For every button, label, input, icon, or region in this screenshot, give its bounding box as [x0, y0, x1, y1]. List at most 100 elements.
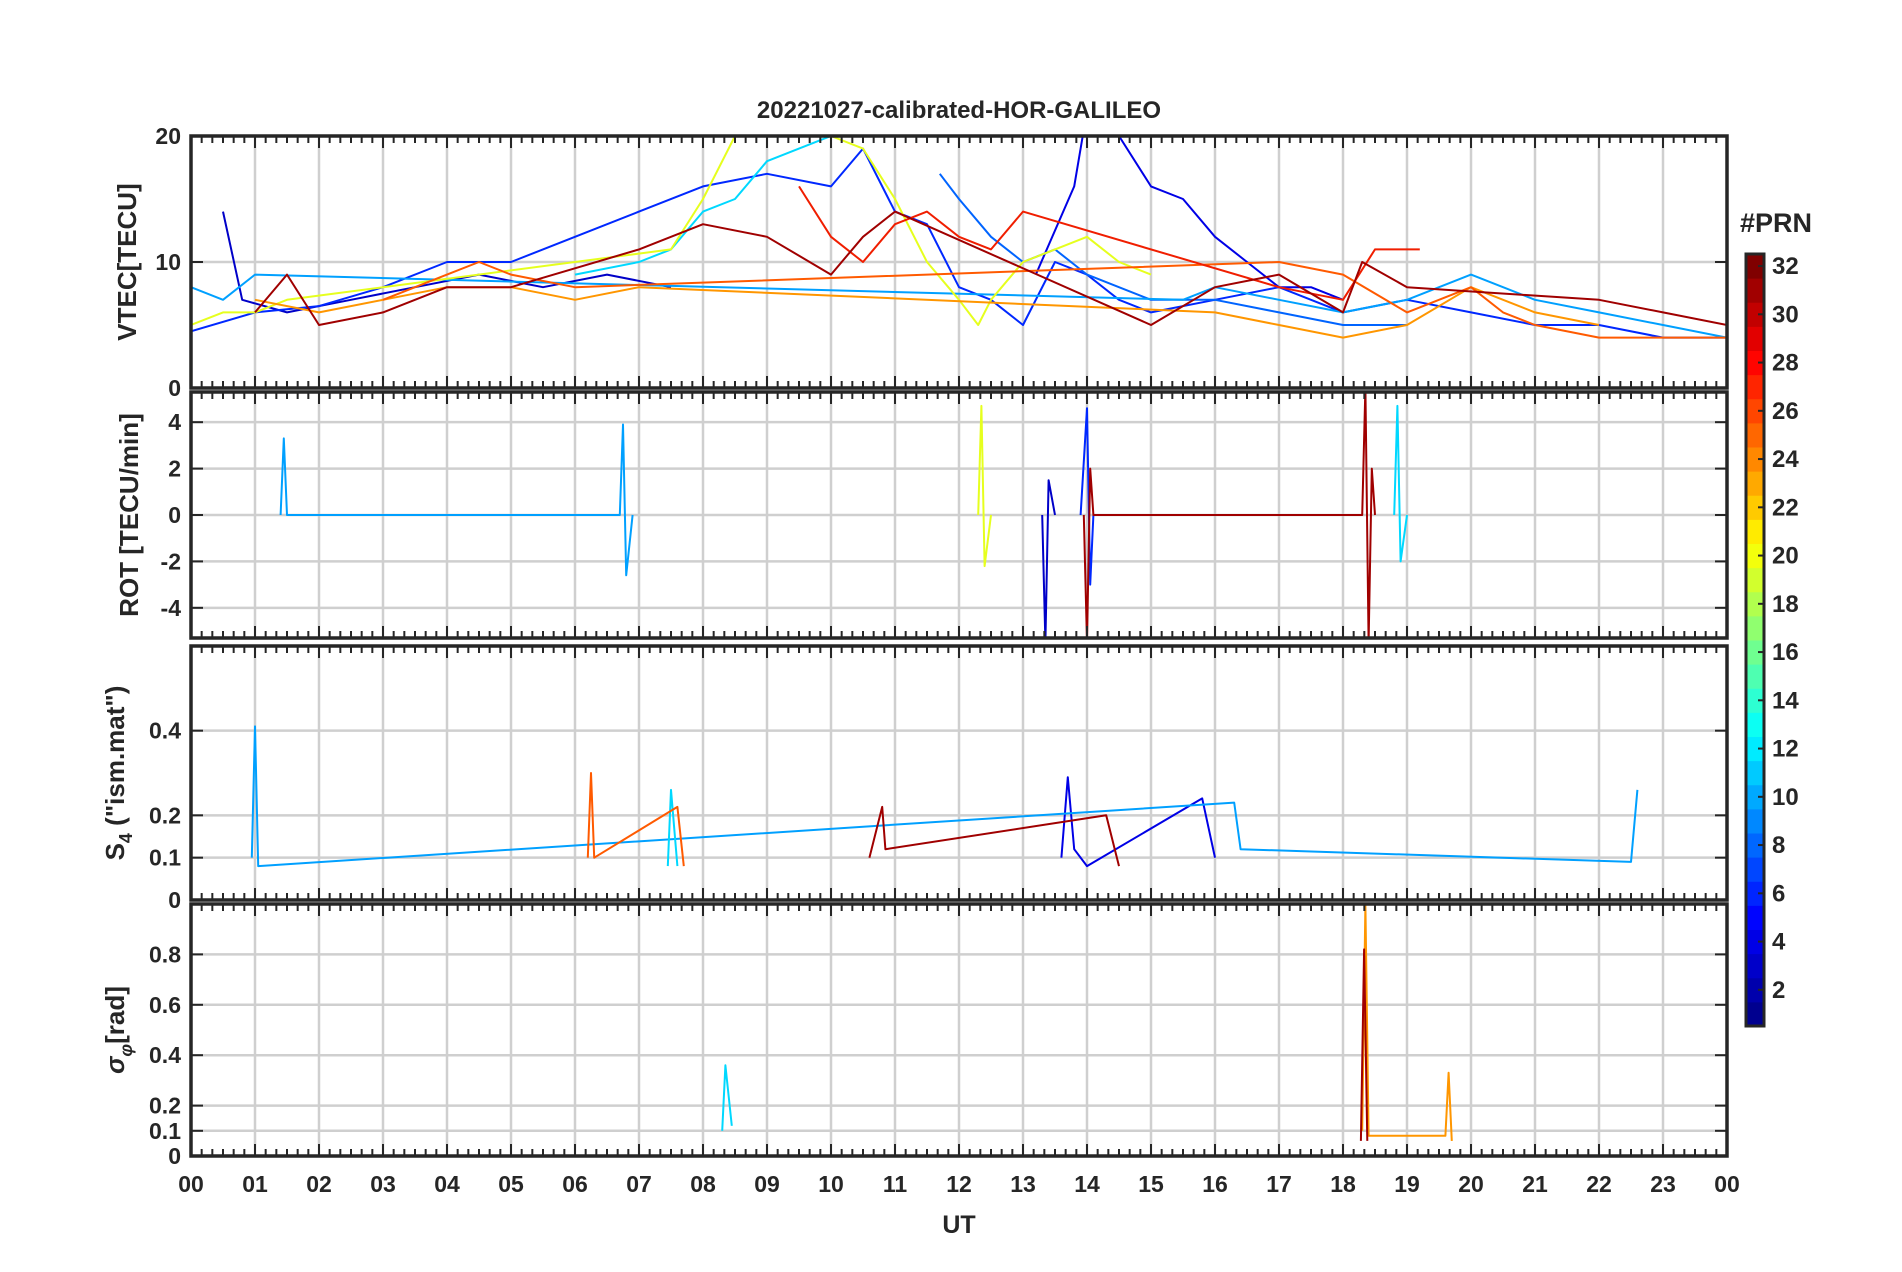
x-tick-label: 08 — [690, 1171, 716, 1197]
series-line-prn-31 — [1082, 392, 1376, 638]
x-axis-label: UT — [942, 1211, 975, 1239]
x-tick-label: 04 — [434, 1171, 460, 1197]
colorbar-swatch — [1746, 905, 1764, 930]
x-tick-label: 00 — [178, 1171, 204, 1197]
colorbar-swatch — [1746, 640, 1764, 665]
x-tick-label: 17 — [1266, 1171, 1292, 1197]
x-tick-label: 02 — [306, 1171, 332, 1197]
colorbar-swatch — [1746, 422, 1764, 448]
y-tick-label: 0 — [168, 502, 181, 528]
y-tick-label: 10 — [155, 249, 181, 275]
x-tick-label: 01 — [242, 1171, 268, 1197]
colorbar-swatch — [1746, 591, 1764, 617]
series-line-prn-31 — [868, 805, 1120, 867]
y-tick-label: 0 — [168, 375, 181, 401]
y-tick-label: 0.1 — [149, 845, 181, 871]
x-tick-label: 22 — [1586, 1171, 1612, 1197]
series-line-prn-20 — [191, 136, 1152, 326]
y-tick-label: 0 — [168, 887, 181, 913]
colorbar-swatch — [1746, 398, 1764, 424]
y-tick-label: 0.2 — [149, 1093, 181, 1119]
colorbar-swatch — [1746, 495, 1764, 520]
x-tick-label: 14 — [1074, 1171, 1100, 1197]
y-tick-label: 20 — [155, 123, 181, 149]
y-axis-label-sub: 4 — [116, 833, 136, 843]
x-tick-label: 23 — [1650, 1171, 1676, 1197]
x-tick-label: 11 — [883, 1171, 908, 1197]
series-line-prn-8 — [939, 173, 1407, 326]
y-tick-label: 0.8 — [149, 941, 181, 967]
y-tick-label: 0 — [168, 1143, 181, 1169]
colorbar-swatch — [1746, 543, 1764, 569]
series-line-prn-27 — [798, 185, 1420, 301]
y-tick-label: 0.4 — [149, 1042, 181, 1068]
x-tick-label: 12 — [946, 1171, 972, 1197]
colorbar-swatch — [1746, 350, 1764, 376]
series-line-prn-31 — [254, 210, 1727, 326]
y-axis-label-sub: φ — [116, 1044, 136, 1057]
x-tick-label: 09 — [754, 1171, 780, 1197]
colorbar-tick-label: 28 — [1772, 350, 1799, 377]
colorbar-tick-label: 8 — [1772, 832, 1785, 859]
colorbar-tick-label: 24 — [1772, 446, 1799, 473]
colorbar-swatch — [1746, 833, 1764, 858]
y-tick-label: 0.2 — [149, 802, 181, 828]
colorbar-swatch — [1746, 784, 1764, 810]
series-line-prn-25 — [382, 261, 1727, 339]
colorbar-tick-label: 10 — [1772, 784, 1799, 811]
x-tick-label: 16 — [1202, 1171, 1228, 1197]
series-group — [191, 136, 1727, 339]
y-axis-label: σφ[rad] — [100, 986, 136, 1074]
panel-ROT: -4 -2 0 2 4 ROT [TECU/min] — [114, 390, 1729, 640]
colorbar-swatch — [1746, 712, 1764, 737]
colorbar-swatch — [1746, 760, 1764, 786]
x-tick-label: 05 — [498, 1171, 524, 1197]
series-line-prn-23 — [254, 286, 1600, 339]
colorbar-swatch — [1746, 736, 1764, 762]
series-line-prn-10 — [250, 725, 1639, 868]
colorbar-swatch — [1746, 929, 1764, 955]
y-tick-label: -2 — [161, 548, 181, 574]
y-axis-label-rest: ("ism.mat") — [100, 686, 130, 833]
y-axis-label-main: σ — [100, 1055, 130, 1074]
colorbar-tick-label: 16 — [1772, 639, 1799, 666]
y-tick-label: 0.1 — [149, 1118, 181, 1144]
series-line-prn-31 — [1359, 948, 1369, 1141]
colorbar-swatch — [1746, 857, 1764, 882]
series-line-prn-3 — [1060, 776, 1216, 868]
colorbar-swatch — [1746, 977, 1764, 1003]
series-line-prn-5 — [1079, 407, 1095, 586]
colorbar-frame — [1744, 252, 1766, 1028]
colorbar-swatch — [1746, 326, 1764, 351]
series-line-prn-23 — [1361, 904, 1453, 1141]
x-tick-label: 00 — [1714, 1171, 1740, 1197]
colorbar-swatch — [1746, 664, 1764, 689]
y-tick-label: 0.6 — [149, 992, 181, 1018]
y-tick-label: 2 — [168, 456, 181, 482]
colorbar-tick-label: 30 — [1772, 301, 1799, 328]
colorbar-swatch — [1746, 808, 1764, 834]
y-tick-label: 4 — [168, 409, 181, 435]
colorbar-tick-label: 26 — [1772, 398, 1799, 425]
x-tick-label: 03 — [370, 1171, 396, 1197]
series-line-prn-25 — [586, 772, 685, 867]
x-tick-label: 21 — [1522, 1171, 1548, 1197]
series-line-prn-3 — [1034, 136, 1344, 301]
colorbar-swatch — [1746, 881, 1764, 906]
colorbar-swatch — [1746, 615, 1764, 641]
series-group — [250, 725, 1639, 868]
colorbar-swatch — [1746, 1001, 1764, 1027]
series-group — [279, 392, 1408, 638]
x-tick-label: 19 — [1394, 1171, 1420, 1197]
y-tick-label: -4 — [161, 595, 182, 621]
panel-VTEC: 0 10 20 VTEC[TECU] — [112, 123, 1729, 401]
x-tick-label: 15 — [1138, 1171, 1164, 1197]
colorbar-swatch — [1746, 567, 1764, 593]
colorbar-swatch — [1746, 688, 1764, 713]
y-axis-label-main: S — [100, 843, 130, 860]
colorbar-swatch — [1746, 278, 1764, 303]
colorbar-tick-label: 4 — [1772, 929, 1786, 956]
colorbar-swatch — [1746, 447, 1764, 472]
